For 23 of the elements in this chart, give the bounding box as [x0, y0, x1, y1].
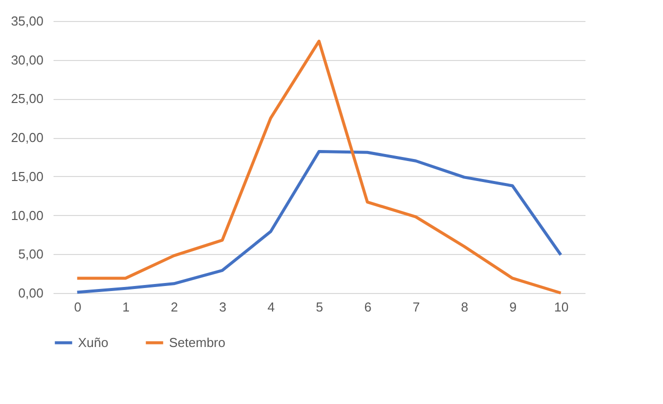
x-tick-label: 8	[460, 300, 468, 314]
y-tick-label: 0,00	[18, 286, 44, 300]
x-tick-label: 1	[122, 300, 130, 314]
x-tick-label: 10	[554, 300, 569, 314]
y-tick-label: 30,00	[10, 52, 44, 68]
legend-label: Xuño	[78, 334, 108, 350]
x-tick-label: 3	[219, 300, 226, 314]
x-tick-label: 5	[316, 300, 324, 314]
x-tick-label: 7	[412, 300, 420, 314]
y-tick-label: 5,00	[18, 246, 44, 262]
x-tick-label: 4	[268, 300, 275, 314]
x-tick-label: 0	[74, 300, 82, 314]
legend-label: Setembro	[169, 334, 226, 350]
y-tick-label: 35,00	[10, 14, 44, 28]
y-tick-label: 25,00	[10, 91, 44, 106]
x-tick-label: 9	[509, 300, 517, 314]
x-tick-label: 2	[170, 300, 178, 314]
line-series	[76, 40, 562, 294]
line-series	[76, 150, 562, 294]
y-tick-label: 10,00	[10, 208, 44, 223]
y-tick-label: 15,00	[10, 168, 44, 184]
y-tick-label: 20,00	[10, 130, 44, 146]
x-tick-label: 6	[364, 300, 372, 314]
